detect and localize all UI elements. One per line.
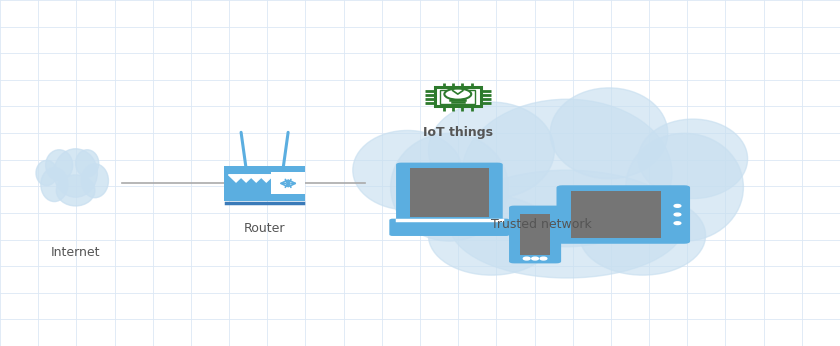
- FancyBboxPatch shape: [224, 166, 305, 201]
- Circle shape: [674, 213, 680, 216]
- Ellipse shape: [580, 196, 706, 275]
- Polygon shape: [249, 175, 264, 182]
- Ellipse shape: [41, 168, 68, 202]
- Ellipse shape: [626, 133, 743, 241]
- Ellipse shape: [76, 150, 99, 177]
- FancyBboxPatch shape: [571, 191, 660, 238]
- Ellipse shape: [45, 150, 73, 181]
- Circle shape: [523, 257, 530, 260]
- Ellipse shape: [56, 175, 95, 206]
- Ellipse shape: [428, 102, 554, 199]
- Ellipse shape: [353, 130, 462, 210]
- Circle shape: [674, 222, 680, 225]
- Text: Trusted network: Trusted network: [491, 218, 592, 231]
- Text: Router: Router: [244, 222, 286, 235]
- Circle shape: [532, 257, 538, 260]
- FancyBboxPatch shape: [440, 90, 475, 104]
- Ellipse shape: [81, 164, 108, 198]
- Circle shape: [540, 257, 547, 260]
- FancyBboxPatch shape: [271, 172, 305, 194]
- FancyBboxPatch shape: [396, 163, 502, 222]
- Ellipse shape: [428, 196, 554, 275]
- FancyBboxPatch shape: [410, 168, 489, 217]
- FancyBboxPatch shape: [520, 213, 550, 255]
- Text: Internet: Internet: [51, 246, 100, 259]
- FancyBboxPatch shape: [509, 206, 561, 263]
- Ellipse shape: [391, 133, 508, 241]
- FancyBboxPatch shape: [435, 88, 481, 107]
- Ellipse shape: [550, 88, 668, 179]
- Ellipse shape: [462, 99, 672, 247]
- Ellipse shape: [638, 119, 748, 199]
- Ellipse shape: [54, 149, 97, 197]
- Polygon shape: [239, 175, 254, 182]
- Polygon shape: [228, 175, 244, 182]
- FancyBboxPatch shape: [556, 185, 690, 244]
- Polygon shape: [259, 175, 274, 182]
- FancyBboxPatch shape: [390, 219, 509, 236]
- Circle shape: [444, 89, 471, 100]
- Ellipse shape: [449, 170, 685, 278]
- Text: IoT things: IoT things: [423, 126, 493, 139]
- Circle shape: [674, 204, 680, 207]
- Ellipse shape: [36, 161, 57, 185]
